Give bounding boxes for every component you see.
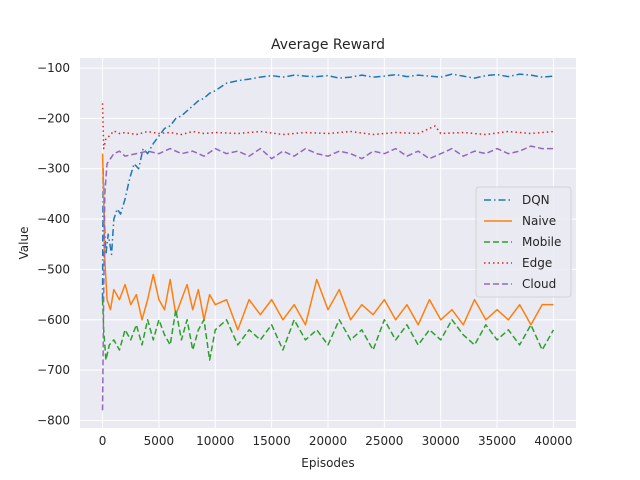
series-line-dqn bbox=[101, 73, 554, 300]
legend-label-cloud: Cloud bbox=[522, 277, 556, 291]
x-tick-label: 20000 bbox=[309, 434, 347, 448]
x-tick-label: 15000 bbox=[253, 434, 291, 448]
x-tick-label: 0 bbox=[99, 434, 107, 448]
y-tick-label: −100 bbox=[37, 61, 70, 75]
legend-box bbox=[475, 186, 572, 298]
chart-title: Average Reward bbox=[271, 37, 385, 53]
x-tick-label: 30000 bbox=[422, 434, 460, 448]
x-axis-label: Episodes bbox=[301, 456, 354, 470]
y-tick-label: −600 bbox=[37, 313, 70, 327]
grid bbox=[80, 58, 576, 428]
y-tick-label: −500 bbox=[37, 262, 70, 276]
legend-label-naive: Naive bbox=[522, 214, 556, 228]
y-tick-label: −700 bbox=[37, 363, 70, 377]
y-tick-label: −200 bbox=[37, 111, 70, 125]
y-axis-label: Value bbox=[17, 227, 31, 260]
series-line-edge bbox=[101, 103, 554, 150]
y-tick-label: −800 bbox=[37, 413, 70, 427]
x-tick-label: 40000 bbox=[534, 434, 572, 448]
y-tick-labels: −100 −200 −300 −400 −500 −600 −700 −800 bbox=[37, 61, 70, 427]
series-line-naive bbox=[101, 153, 554, 331]
y-tick-label: −400 bbox=[37, 212, 70, 226]
y-tick-label: −300 bbox=[37, 162, 70, 176]
legend-label-dqn: DQN bbox=[522, 193, 550, 207]
x-tick-label: 35000 bbox=[478, 434, 516, 448]
x-tick-label: 5000 bbox=[144, 434, 175, 448]
legend-label-edge: Edge bbox=[522, 256, 552, 270]
x-tick-labels: 0 5000 10000 15000 20000 25000 30000 35000 40000 bbox=[99, 434, 573, 448]
x-tick-label: 10000 bbox=[196, 434, 234, 448]
series-layer bbox=[101, 73, 555, 411]
legend: DQN Naive Mobile Edge Cloud bbox=[475, 186, 572, 298]
series-line-mobile bbox=[101, 299, 555, 361]
x-tick-label: 25000 bbox=[365, 434, 403, 448]
legend-label-mobile: Mobile bbox=[522, 235, 561, 249]
